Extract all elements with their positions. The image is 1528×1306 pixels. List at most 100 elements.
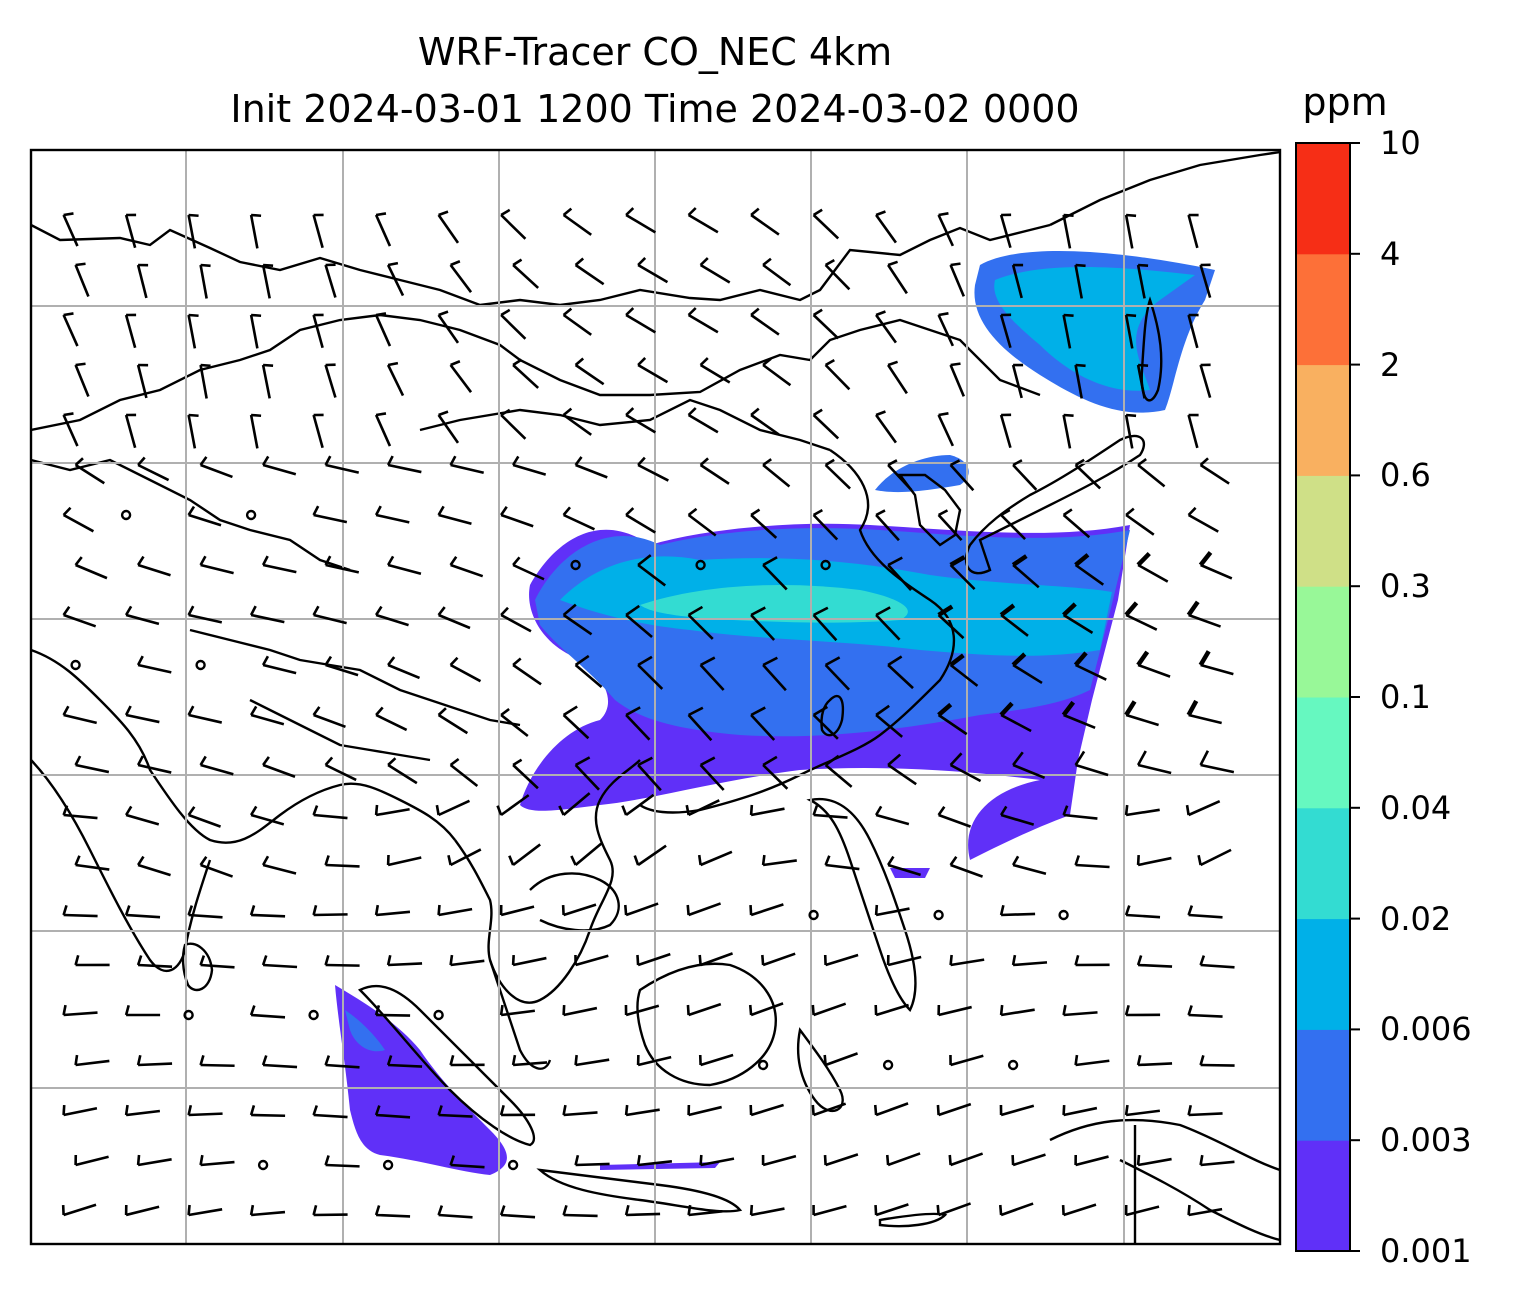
wind-barb [74, 755, 110, 774]
coast-srilanka [181, 942, 214, 992]
wind-barb [749, 903, 784, 917]
wind-barb [874, 805, 910, 826]
wind-barb [637, 756, 662, 792]
wind-barb [249, 213, 262, 249]
wind-barb [136, 955, 173, 968]
colorbar-segment [1296, 253, 1350, 366]
wind-barb [824, 754, 853, 788]
wind-barb [499, 1004, 535, 1017]
wind-barb [62, 905, 98, 918]
wind-barb [1124, 413, 1137, 449]
wind-barb [824, 855, 860, 871]
coast-japan [964, 434, 1146, 575]
wind-barb [812, 705, 839, 740]
wind-barb [199, 1154, 235, 1167]
wind-barb [698, 1053, 734, 1067]
wind-barb [261, 655, 297, 675]
wind-barb [949, 954, 985, 967]
wind-barb [624, 1204, 661, 1217]
coast-philippines [806, 797, 917, 1013]
wind-barb [1198, 551, 1233, 580]
wind-barb [511, 1054, 548, 1067]
wind-barb [61, 1203, 97, 1217]
wind-barb [449, 360, 473, 393]
wind-barb [124, 1005, 161, 1017]
wind-barb [699, 1154, 735, 1167]
wind-barb [875, 509, 900, 542]
map-title-line1: WRF-Tracer CO_NEC 4km [417, 30, 893, 74]
wind-barb [249, 805, 285, 826]
wind-barb [437, 310, 460, 344]
wind-barb [762, 257, 792, 287]
wind-barb [136, 363, 149, 399]
wind-barb [875, 704, 904, 738]
wind-barb [62, 705, 97, 725]
wind-barb [1073, 651, 1107, 681]
wind-barb [187, 213, 199, 249]
colorbar-tick-label: 0.001 [1380, 1232, 1472, 1270]
wind-barb [1136, 650, 1171, 678]
wind-barb [1136, 551, 1169, 583]
wind-barb [1124, 601, 1158, 631]
wind-barb [1124, 1104, 1160, 1117]
wind-barb [1136, 854, 1172, 867]
coast-nepal-border [249, 698, 431, 762]
wind-barb [374, 1205, 411, 1218]
wind-barb [312, 1105, 348, 1119]
wind-barb [199, 263, 211, 299]
wind-barb [324, 855, 360, 868]
wind-barb [936, 1202, 972, 1217]
wind-barb [449, 954, 485, 967]
plume-korea [875, 455, 969, 493]
wind-barb [374, 1005, 411, 1017]
wind-barb [1062, 313, 1074, 349]
wind-barb [386, 361, 405, 397]
wind-barb [374, 1105, 411, 1119]
wind-barb [249, 905, 286, 918]
wind-barb [1062, 805, 1098, 820]
wind-barb [449, 757, 479, 788]
wind-barb [699, 257, 731, 284]
colorbar-unit-label: ppm [1302, 80, 1388, 124]
wind-barb [885, 1152, 921, 1167]
wind-barb [687, 1204, 723, 1217]
wind-barb [312, 413, 324, 449]
wind-barb [1136, 1154, 1172, 1167]
wind-barb [512, 358, 540, 389]
wind-barb [750, 508, 778, 539]
wind-barb-calm [120, 509, 132, 521]
wind-barb [875, 606, 901, 641]
wind-barb [249, 605, 285, 624]
wind-barb [999, 1004, 1035, 1017]
wind-barb [137, 456, 170, 482]
wind-barb [324, 1055, 360, 1069]
wind-barb [1199, 1055, 1235, 1067]
wind-barb [998, 1202, 1034, 1217]
wind-barb [750, 706, 776, 741]
wind-barb [874, 1203, 909, 1217]
wind-barb [887, 655, 914, 690]
colorbar-segment [1296, 1029, 1350, 1141]
wind-barb [999, 413, 1012, 449]
wind-barb [823, 1153, 859, 1167]
wind-barb [261, 263, 274, 299]
wind-barb [1074, 954, 1110, 967]
coast-gulf-thailand [529, 872, 620, 932]
coast-india [31, 648, 456, 844]
wind-barb-calm [808, 909, 819, 921]
wind-barb-calm [308, 1009, 319, 1021]
colorbar-tick-label: 0.003 [1380, 1121, 1472, 1160]
wind-barb [324, 1155, 360, 1168]
wind-barb [562, 1205, 598, 1218]
wind-barb [811, 1102, 847, 1117]
wind-barb [637, 554, 667, 587]
wind-barb [687, 307, 719, 334]
wind-barb [312, 313, 324, 349]
wind-barb [824, 656, 850, 691]
wind-barb [574, 954, 609, 967]
wind-barb-calm [695, 559, 706, 571]
wind-barb [574, 1154, 610, 1167]
wind-barb [812, 1204, 847, 1217]
wind-barb [685, 799, 720, 817]
colorbar-tick-label: 0.6 [1380, 456, 1431, 495]
